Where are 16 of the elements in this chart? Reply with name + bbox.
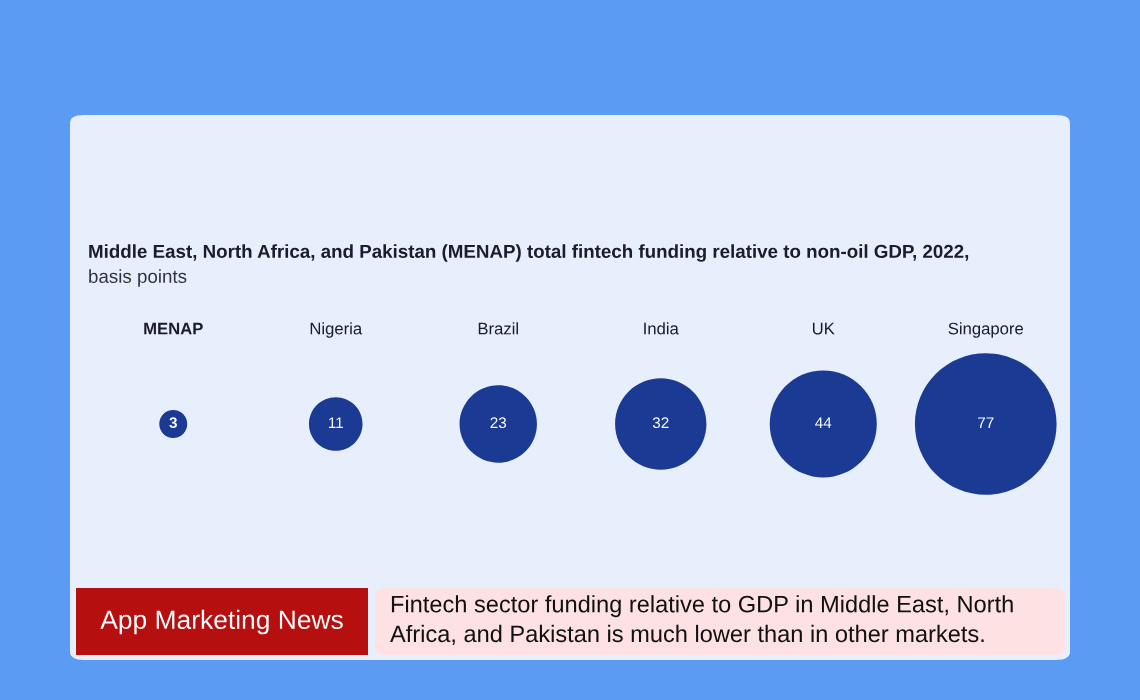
text: Middle East, North Africa, and Pakistan (MENAP) total fintech funding relative to non-oil GDP, 2022, — [89, 244, 969, 262]
category-label: Brazil — [478, 322, 518, 335]
data-label: 3 — [169, 417, 177, 429]
category-label: UK — [812, 322, 835, 335]
category-label: India — [644, 322, 679, 335]
category-label: Nigeria — [310, 322, 363, 338]
text: basis points — [89, 269, 187, 287]
data-label: 77 — [978, 417, 994, 428]
text: Fintech sector funding relative to GDP in Middle East, North Africa, and Pakistan is much lower than in other markets. — [390, 595, 1013, 645]
text: App Marketing News — [100, 609, 343, 635]
category-label: MENAP — [144, 322, 203, 335]
data-label: 32 — [652, 417, 669, 429]
category-label: Singapore — [948, 322, 1023, 338]
data-label: 23 — [490, 417, 507, 429]
data-label: 44 — [815, 417, 832, 428]
data-label: 11 — [328, 417, 343, 428]
